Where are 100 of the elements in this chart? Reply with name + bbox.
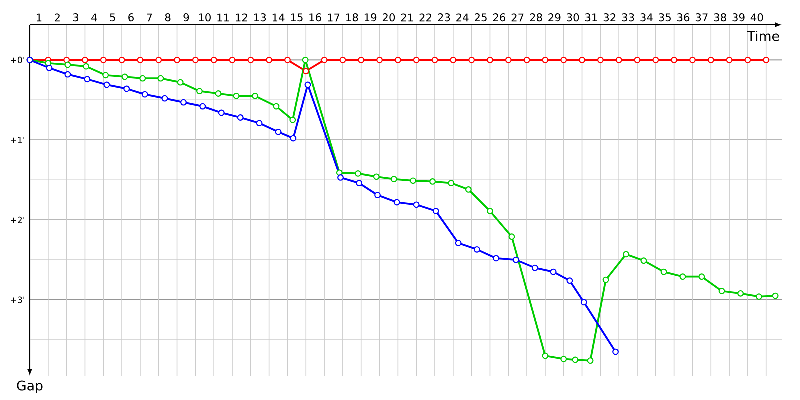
- x-tick-label: 8: [165, 14, 171, 22]
- point: [493, 255, 500, 262]
- point: [142, 91, 148, 98]
- point: [192, 56, 199, 64]
- x-tick-label: 15: [291, 14, 303, 22]
- x-tick-label: 34: [640, 14, 653, 22]
- point: [290, 135, 297, 142]
- point: [358, 56, 365, 64]
- point: [196, 88, 203, 95]
- point: [542, 352, 549, 360]
- point: [652, 56, 660, 64]
- point: [738, 290, 744, 297]
- point: [690, 56, 696, 64]
- point: [275, 128, 282, 136]
- x-tick-label: 24: [456, 14, 469, 22]
- x-tick-label: 3: [73, 14, 79, 22]
- point: [508, 234, 516, 240]
- point: [580, 299, 588, 306]
- point: [284, 56, 291, 64]
- point: [64, 71, 72, 78]
- x-tick-label: 33: [622, 14, 634, 22]
- y-tick-label: +2': [11, 216, 24, 224]
- point: [634, 56, 641, 64]
- x-tick-label: 28: [530, 14, 542, 22]
- point: [158, 75, 164, 82]
- point: [413, 202, 420, 208]
- point: [487, 208, 494, 214]
- point: [356, 180, 363, 187]
- point: [394, 56, 402, 64]
- point: [532, 264, 538, 272]
- x-tick-label: 38: [714, 14, 726, 22]
- point: [432, 208, 440, 214]
- x-tick-label: 10: [199, 14, 211, 22]
- point: [410, 178, 416, 184]
- point: [215, 90, 222, 97]
- x-tick-label: 4: [92, 14, 98, 22]
- point: [587, 358, 594, 364]
- x-tick-label: 27: [512, 14, 524, 22]
- point: [290, 116, 296, 124]
- x-tick-label: 29: [548, 14, 561, 22]
- x-tick-label: 23: [438, 14, 450, 22]
- point: [505, 56, 512, 64]
- x-tick-label: 37: [696, 14, 708, 22]
- point: [390, 176, 398, 183]
- x-tick-label: 17: [328, 14, 340, 22]
- point: [256, 120, 263, 127]
- x-tick-label: 9: [184, 14, 190, 22]
- point: [772, 292, 779, 300]
- point: [394, 199, 400, 206]
- point: [252, 92, 259, 100]
- point: [302, 68, 310, 75]
- point: [273, 103, 280, 110]
- point: [572, 356, 579, 364]
- point: [432, 56, 438, 64]
- point: [708, 56, 714, 64]
- x-tick-label: 40: [750, 14, 764, 22]
- point: [455, 240, 462, 246]
- y-tick-label: +3': [11, 296, 24, 304]
- point: [623, 251, 630, 258]
- point: [487, 56, 494, 64]
- point: [100, 56, 107, 64]
- point: [373, 174, 380, 180]
- point: [698, 274, 706, 280]
- x-tick-label: 39: [732, 14, 745, 22]
- x-tick-label: 14: [272, 14, 285, 22]
- point: [321, 56, 328, 64]
- point: [450, 56, 457, 64]
- point: [726, 56, 733, 64]
- point: [180, 99, 187, 106]
- x-tick-label: 20: [382, 14, 396, 22]
- point: [474, 246, 480, 253]
- x-tick-label: 12: [236, 14, 248, 22]
- point: [82, 56, 88, 64]
- point: [355, 170, 362, 177]
- point: [124, 86, 130, 92]
- point: [302, 56, 309, 64]
- x-tick-label: 6: [128, 14, 134, 22]
- x-tick-label: 1: [36, 14, 42, 22]
- point: [174, 56, 180, 64]
- x-tick-label: 21: [401, 14, 414, 22]
- point: [660, 268, 668, 276]
- point: [64, 56, 70, 64]
- point: [140, 75, 146, 82]
- x-tick-label: 30: [567, 14, 580, 22]
- y-tick-label: +1': [11, 136, 24, 144]
- x-axis-title: Time: [747, 31, 780, 42]
- point: [218, 110, 225, 116]
- x-tick-label: 19: [364, 14, 377, 22]
- point: [137, 56, 144, 64]
- point: [465, 186, 472, 193]
- x-tick-label: 2: [54, 14, 60, 22]
- point: [542, 56, 549, 64]
- point: [512, 256, 520, 264]
- point: [566, 278, 574, 284]
- y-axis-title: Gap: [17, 380, 43, 394]
- x-tick-label: 36: [678, 14, 690, 22]
- point: [718, 288, 726, 294]
- point: [83, 63, 90, 70]
- point: [560, 56, 568, 64]
- x-tick-label: 26: [493, 14, 506, 22]
